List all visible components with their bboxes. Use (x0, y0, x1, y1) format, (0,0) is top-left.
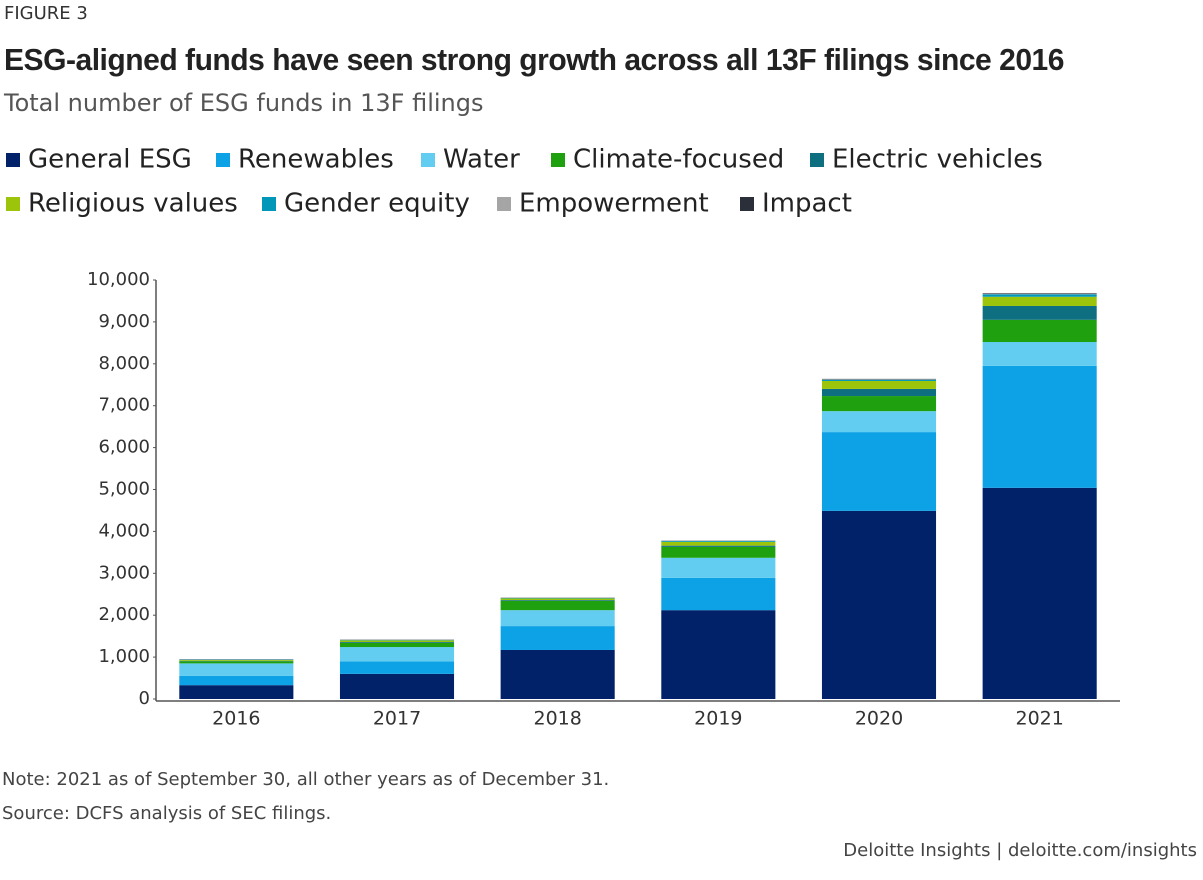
legend-label: Gender equity (284, 189, 470, 219)
bar-segment (501, 598, 615, 600)
y-tick-label: 8,000 (98, 353, 150, 374)
y-tick-label: 4,000 (98, 520, 150, 541)
bar-segment (983, 320, 1097, 342)
bar-segment (179, 663, 293, 676)
bar-segment (822, 511, 936, 699)
bar-segment (983, 366, 1097, 488)
chart-title: ESG-aligned funds have seen strong growt… (4, 42, 1064, 77)
bar-segment (822, 396, 936, 411)
y-tick-label: 10,000 (87, 269, 150, 290)
legend-swatch (6, 197, 20, 211)
bar-segment (822, 380, 936, 381)
y-tick-label: 9,000 (98, 311, 150, 332)
bar-segment (179, 660, 293, 661)
bar-segment (661, 558, 775, 578)
note: Note: 2021 as of September 30, all other… (2, 769, 609, 790)
bar-segment (822, 411, 936, 432)
bar-segment (340, 674, 454, 699)
legend-label: Religious values (28, 189, 238, 219)
bar-segment (983, 294, 1097, 297)
bar-segment (661, 610, 775, 699)
bar-segment (340, 661, 454, 674)
legend-label: Climate-focused (573, 145, 784, 175)
bar-segment (501, 600, 615, 601)
x-tick-label: 2018 (533, 708, 581, 730)
footer: Deloitte Insights | deloitte.com/insight… (843, 840, 1197, 861)
bar-segment (179, 676, 293, 685)
y-tick-label: 6,000 (98, 437, 150, 458)
legend-label: Impact (762, 189, 852, 219)
bar-segment (983, 488, 1097, 699)
legend-label: Electric vehicles (832, 145, 1043, 175)
y-tick-label: 1,000 (98, 646, 150, 667)
figure-label: FIGURE 3 (4, 3, 88, 24)
bar-segment (501, 626, 615, 650)
bar-segment (340, 647, 454, 661)
bar-segment (983, 293, 1097, 294)
legend-swatch (810, 153, 824, 167)
bar-segment (661, 547, 775, 558)
bar-segment (179, 685, 293, 699)
legend-label: Empowerment (519, 189, 709, 219)
bar-segment (661, 578, 775, 610)
bar-segment (983, 342, 1097, 366)
legend-label: Renewables (238, 145, 394, 175)
legend-swatch (497, 197, 511, 211)
bar-segment (340, 642, 454, 643)
bar-segment (661, 546, 775, 547)
legend-swatch (216, 153, 230, 167)
legend-swatch (740, 197, 754, 211)
x-tick-label: 2017 (373, 708, 421, 730)
y-tick-label: 3,000 (98, 562, 150, 583)
bar-segment (822, 432, 936, 511)
legend-label: Water (443, 145, 520, 175)
y-tick-label: 7,000 (98, 395, 150, 416)
bar-segment (501, 650, 615, 699)
legend-swatch (6, 153, 20, 167)
legend-swatch (262, 197, 276, 211)
bar-segment (340, 643, 454, 647)
x-tick-label: 2021 (1015, 708, 1063, 730)
bar-segment (179, 661, 293, 663)
bar-segment (501, 610, 615, 626)
legend-label: General ESG (28, 145, 192, 175)
x-tick-label: 2019 (694, 708, 742, 730)
chart-subtitle: Total number of ESG funds in 13F filings (3, 89, 483, 117)
legend-swatch (421, 153, 435, 167)
bar-segment (661, 542, 775, 546)
source: Source: DCFS analysis of SEC filings. (2, 803, 331, 824)
x-tick-label: 2016 (212, 708, 260, 730)
bar-segment (983, 306, 1097, 320)
bar-segment (822, 381, 936, 389)
bar-segment (661, 541, 775, 542)
bar-segment (340, 640, 454, 642)
bar-segment (983, 297, 1097, 306)
y-tick-label: 0 (139, 688, 150, 709)
bar-segment (501, 601, 615, 610)
legend-swatch (551, 153, 565, 167)
y-tick-label: 5,000 (98, 479, 150, 500)
y-tick-label: 2,000 (98, 604, 150, 625)
x-tick-label: 2020 (855, 708, 903, 730)
bar-segment (822, 389, 936, 396)
